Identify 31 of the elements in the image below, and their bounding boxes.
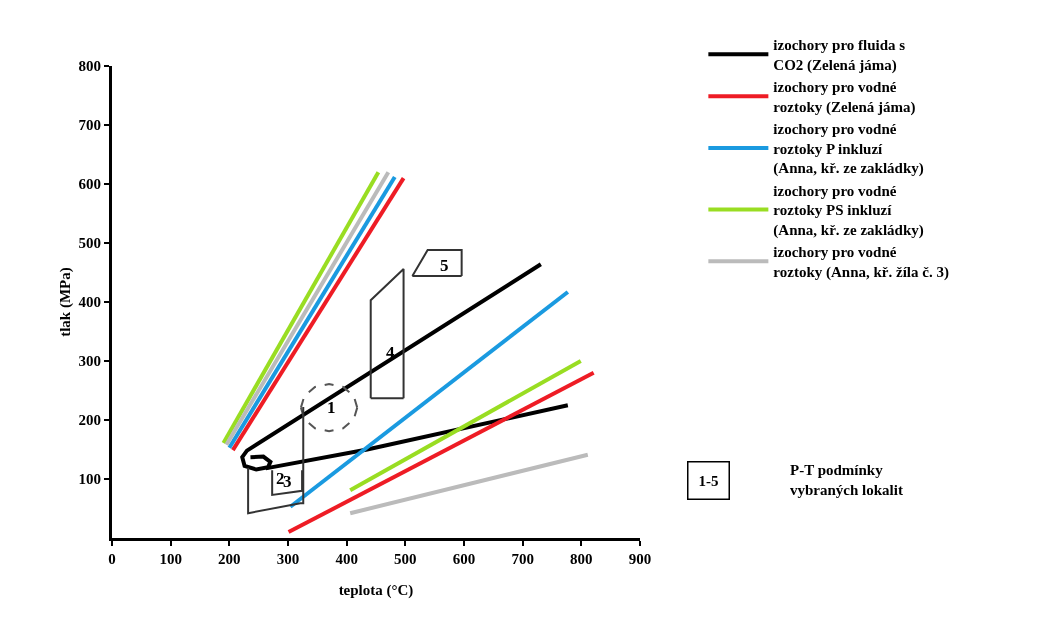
y-tick-label: 600 — [78, 176, 101, 193]
x-tick-label: 0 — [108, 551, 116, 567]
x-tick-label: 700 — [511, 551, 534, 567]
annotation: 5 — [440, 256, 449, 275]
x-tick-label: 800 — [570, 551, 593, 567]
x-tick-label: 100 — [159, 551, 182, 567]
text: P-T podmínky vybraných lokalit — [790, 462, 903, 498]
y-tick-label: 300 — [78, 353, 101, 370]
y-tick-label: 800 — [78, 58, 101, 75]
x-tick-label: 500 — [394, 551, 417, 567]
x-tick-label: 200 — [218, 551, 241, 567]
x-tick-label: 400 — [335, 551, 358, 567]
y-tick-label: 100 — [78, 471, 101, 488]
text: 1-5 — [698, 472, 719, 489]
y-axis-title: tlak (MPa) — [57, 267, 74, 337]
y-tick-label: 700 — [78, 117, 101, 134]
legend-label: izochory pro vodné roztoky P inkluzí (Anna, kř. ze zakládky) — [773, 121, 924, 178]
x-tick-label: 900 — [628, 551, 652, 567]
annotation: 1 — [327, 398, 336, 417]
y-tick-label: 500 — [78, 235, 101, 252]
y-tick-label: 400 — [78, 294, 101, 311]
x-tick-label: 300 — [276, 551, 300, 567]
legend-label: izochory pro fluida s CO2 (Zelená jáma) — [773, 37, 906, 74]
x-axis-title: teplota (°C) — [338, 582, 414, 599]
legend-label: izochory pro vodné roztoky (Zelená jáma) — [773, 79, 916, 116]
legend-label: izochory pro vodné roztoky (Anna, kř. žíla č. 3) — [773, 244, 949, 281]
y-tick-label: 200 — [78, 412, 101, 429]
annotation: 3 — [283, 472, 292, 491]
annotation: 4 — [386, 343, 395, 362]
x-tick-label: 600 — [452, 551, 476, 567]
legend-label: izochory pro vodné roztoky PS inkluzí (Anna, kř. ze zakládky) — [773, 182, 924, 239]
